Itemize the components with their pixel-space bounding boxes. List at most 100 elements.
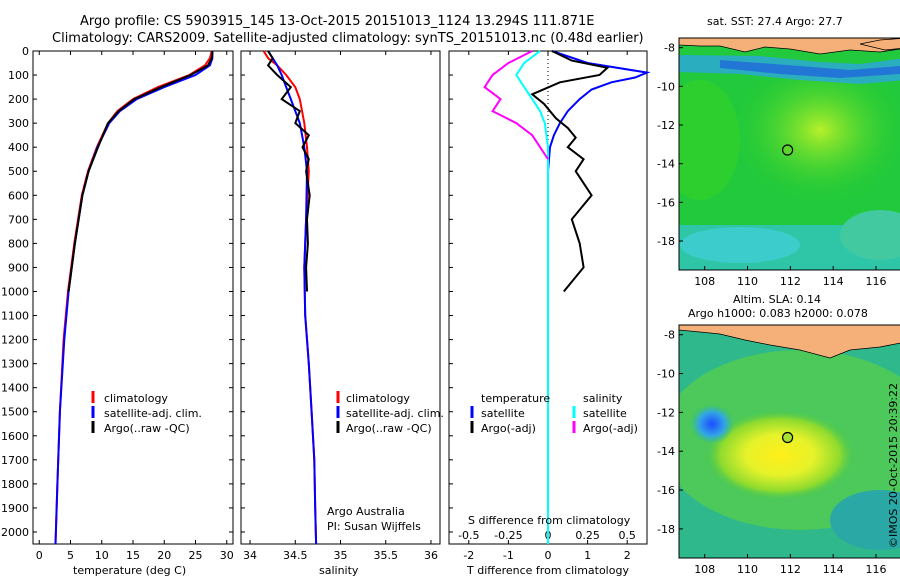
series-line-argo-raw-qc- <box>67 50 214 292</box>
sla-map-frame <box>678 324 900 559</box>
depth-tick-label: 900 <box>8 261 29 274</box>
salinity-xlabel: salinity <box>319 564 359 577</box>
series-line-s-argo-adj- <box>483 50 549 160</box>
sla-blue-eddy <box>690 404 734 444</box>
lat-tick-label: -18 <box>657 235 675 248</box>
depth-axis-ticks: 0 100 200 300 400 500 600 700 800 900 1000 1100 1200… <box>1 45 453 539</box>
legend-label-s-satellite: satellite <box>583 407 627 420</box>
depth-tick-label: 500 <box>8 165 29 178</box>
difference-legend: temperature salinity satellite Argo(-adj… <box>468 392 638 527</box>
lat-tick-label: -10 <box>657 80 675 93</box>
x-tick-label: -1 <box>503 549 514 562</box>
lon-tick-label: 116 <box>866 563 887 576</box>
series-line-satellite-adj-clim- <box>267 50 318 545</box>
lon-tick-label: 110 <box>737 563 758 576</box>
lat-tick-label: -12 <box>657 119 675 132</box>
depth-tick-label: 600 <box>8 189 29 202</box>
x-tick-label: 34.5 <box>283 549 308 562</box>
header-line1: Argo profile: CS 5903915_145 13-Oct-2015… <box>80 14 594 29</box>
x-tick-label: -2 <box>463 549 474 562</box>
sst-land-java <box>679 38 900 55</box>
legend-label-argo: Argo(..raw -QC) <box>104 422 190 435</box>
depth-tick-label: 700 <box>8 213 29 226</box>
depth-tick-label: 1100 <box>1 310 29 323</box>
series-line-argo-raw-qc- <box>266 50 311 292</box>
lat-tick-label: -16 <box>657 196 675 209</box>
lon-tick-label: 112 <box>780 563 801 576</box>
legend-label-argo: Argo(..raw -QC) <box>346 422 432 435</box>
depth-tick-label: 1000 <box>1 285 29 298</box>
x-tick-label: 1 <box>584 549 591 562</box>
depth-tick-label: 1400 <box>1 382 29 395</box>
lat-tick-label: -10 <box>657 368 675 381</box>
x-tick-label: 35 <box>334 549 348 562</box>
depth-tick-label: 0 <box>22 45 29 58</box>
x-tick-label: 35.5 <box>373 549 398 562</box>
lat-tick-label: -8 <box>664 42 675 55</box>
salinity-legend: climatology satellite-adj. clim. Argo(..… <box>327 391 444 533</box>
s-tick-label: 0.5 <box>618 529 636 542</box>
lat-tick-label: -18 <box>657 523 675 536</box>
x-tick-label: 2 <box>624 549 631 562</box>
difference-xlabel: T difference from climatology <box>466 564 629 577</box>
depth-tick-label: 300 <box>8 117 29 130</box>
legend-title-temperature: temperature <box>481 392 550 405</box>
lat-tick-label: -16 <box>657 484 675 497</box>
temperature-chart: 0 5 10 15 20 25 30 <box>36 50 234 562</box>
sla-map-title2: Argo h1000: 0.083 h2000: 0.078 <box>688 307 868 320</box>
legend-label-t-argo: Argo(-adj) <box>481 422 536 435</box>
legend-title-salinity: salinity <box>583 392 623 405</box>
sla-map-title1: Altim. SLA: 0.14 <box>733 293 821 306</box>
lat-tick-label: -12 <box>657 406 675 419</box>
x-tick-label: 5 <box>67 549 74 562</box>
legend-label-satellite: satellite-adj. clim. <box>346 407 444 420</box>
sla-cyan-south <box>830 490 900 550</box>
x-tick-label: 0 <box>36 549 43 562</box>
sla-argo-position <box>781 431 794 444</box>
annotation-pi: PI: Susan Wijffels <box>327 520 421 533</box>
s-tick-label: -0.5 <box>458 529 479 542</box>
depth-tick-label: 800 <box>8 237 29 250</box>
lon-tick-label: 108 <box>694 563 715 576</box>
depth-tick-label: 2000 <box>1 526 29 539</box>
series-line-climatology <box>54 50 213 545</box>
sst-cool-southwest <box>680 227 800 263</box>
sst-map <box>679 38 900 270</box>
sst-warm-patch2 <box>679 80 740 200</box>
lon-tick-label: 110 <box>737 275 758 288</box>
lon-tick-label: 108 <box>694 275 715 288</box>
series-line-s-satellite <box>515 50 549 544</box>
series-line-satellite-adj-clim- <box>54 51 214 545</box>
sst-cool-band-inner <box>720 60 900 78</box>
x-tick-label: 10 <box>95 549 109 562</box>
temperature-xlabel: temperature (deg C) <box>73 564 186 577</box>
sst-cool-east <box>840 210 900 260</box>
depth-tick-label: 1200 <box>1 334 29 347</box>
salinity-chart: 34 34.5 35 35.5 36 <box>243 50 438 562</box>
legend-label-climatology: climatology <box>104 392 168 405</box>
sst-map-frame <box>678 37 900 271</box>
depth-tick-label: 100 <box>8 69 29 82</box>
lat-tick-label: -14 <box>657 445 675 458</box>
series-line-t-argo-adj- <box>530 50 610 293</box>
lon-tick-label: 114 <box>823 563 844 576</box>
header-line2: Climatology: CARS2009. Satellite-adjuste… <box>52 31 644 46</box>
x-tick-label: 25 <box>189 549 203 562</box>
sst-warm-patch <box>730 55 900 205</box>
sst-land-islands <box>859 38 900 51</box>
x-tick-label: 0 <box>545 549 552 562</box>
legend-label-t-satellite: satellite <box>481 407 525 420</box>
s-tick-label: -0.25 <box>494 529 522 542</box>
depth-tick-label: 1700 <box>1 454 29 467</box>
depth-tick-label: 200 <box>8 93 29 106</box>
depth-tick-label: 1800 <box>1 478 29 491</box>
sst-map-title: sat. SST: 27.4 Argo: 27.7 <box>707 15 843 28</box>
sst-argo-position <box>781 144 794 156</box>
legend-label-satellite: satellite-adj. clim. <box>104 407 202 420</box>
lon-tick-label: 116 <box>866 275 887 288</box>
lon-tick-label: 112 <box>780 275 801 288</box>
depth-tick-label: 1300 <box>1 358 29 371</box>
sst-map-ticks: 108 110 112 114 116 -8 -10 -12 -14 -16 -18 <box>657 42 886 288</box>
lat-tick-label: -8 <box>664 329 675 342</box>
